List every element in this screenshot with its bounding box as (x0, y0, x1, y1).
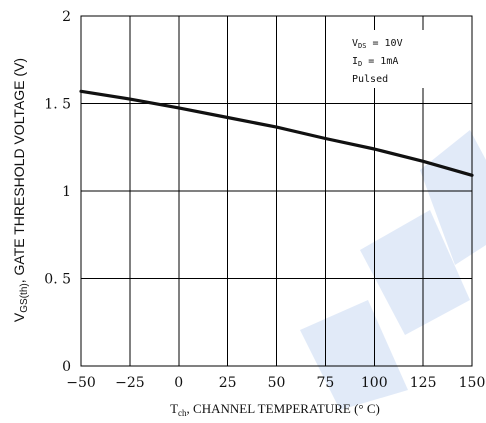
y-tick-label: 0. 5 (44, 272, 71, 288)
x-tick-label: 75 (316, 375, 334, 391)
x-tick-label: −50 (66, 375, 96, 391)
x-tick-label: 25 (219, 375, 237, 391)
y-tick-labels: 0 0. 5 1 1. 5 2 (44, 9, 71, 375)
y-tick-label: 1. 5 (44, 97, 71, 113)
plot-frame (80, 15, 473, 367)
x-tick-label: 50 (268, 375, 286, 391)
x-axis-title: Tch, CHANNEL TEMPERATURE (° C) (170, 401, 380, 418)
condition-id: ID = 1mA (352, 56, 398, 68)
x-tick-label: 125 (410, 375, 437, 391)
x-tick-label: 0 (174, 375, 183, 391)
watermark-stroke-2 (360, 210, 470, 335)
watermark-stroke-1 (300, 300, 408, 410)
condition-vds: VDS = 10V (352, 38, 403, 50)
x-tick-label: 150 (459, 375, 486, 391)
y-axis-title: VGS(th), GATE THRESHOLD VOLTAGE (V) (11, 58, 30, 322)
y-tick-label: 0 (62, 359, 71, 375)
series-layer (79, 89, 474, 177)
x-tick-labels: −50 −25 0 25 50 75 100 125 150 (66, 375, 485, 391)
y-tick-label: 2 (62, 9, 71, 25)
condition-pulsed: Pulsed (352, 74, 388, 85)
conditions-box (345, 30, 430, 88)
y-tick-label: 1 (62, 184, 71, 200)
x-tick-label: 100 (361, 375, 388, 391)
series-line-0 (79, 89, 474, 177)
x-tick-label: −25 (115, 375, 145, 391)
